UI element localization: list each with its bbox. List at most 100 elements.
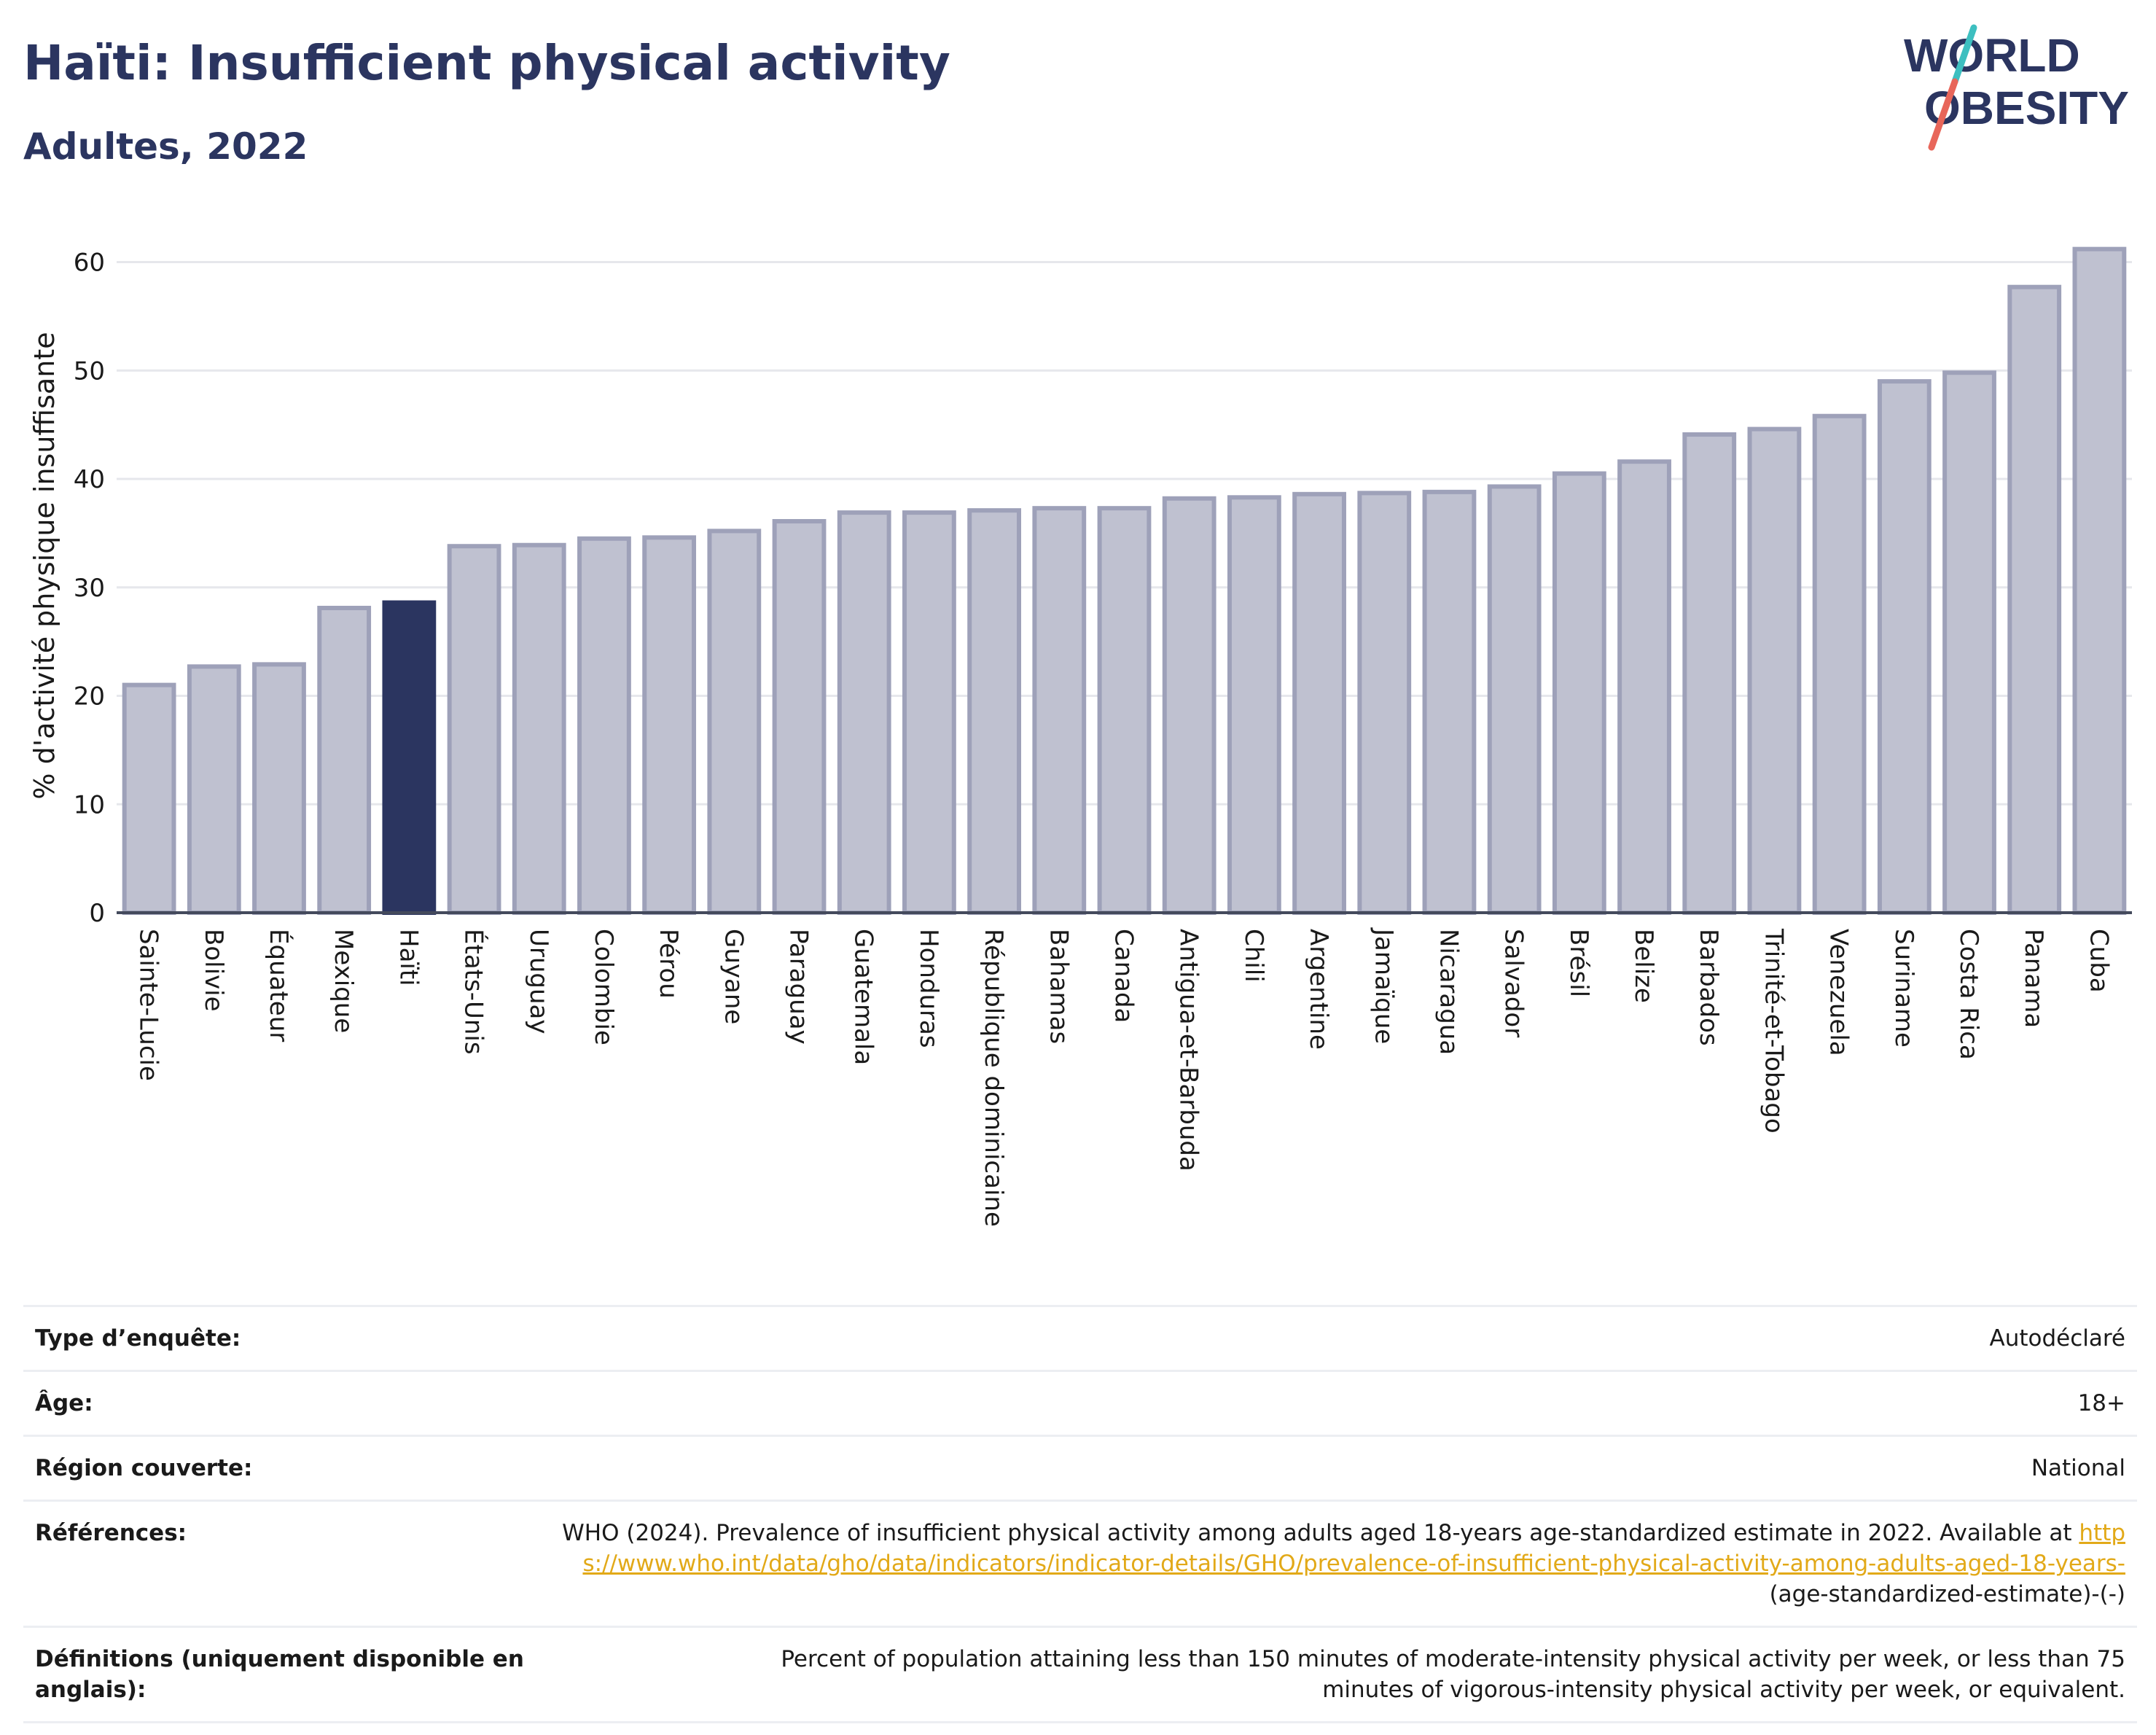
meta-row-region: Région couverte: National [23,1435,2137,1500]
meta-label: Définitions (uniquement disponible en an… [35,1646,524,1703]
meta-value: 18+ [2077,1390,2125,1416]
bar--tats-unis [447,544,501,915]
x-tick-label: Bolivie [199,929,228,1012]
logo-text-obesity: OBESITY [1924,82,2129,134]
x-tick-label: Bahamas [1044,929,1073,1044]
x-tick-label: Antigua-et-Barbuda [1174,929,1203,1171]
x-axis: Sainte-Lucie Bolivie Équateur Mexique Haïti É… [117,911,2132,1227]
bar-antigua-et-barbuda [1162,496,1216,915]
bar-suriname [1877,379,1932,915]
x-tick-label: Paraguay [784,929,813,1045]
reference-suffix: (age-standardized-estimate)-(-) [1769,1581,2125,1607]
bar-p-rou [642,535,697,915]
bar-r-publique-dominicaine [967,508,1022,915]
x-tick-label: Sainte-Lucie [134,929,163,1081]
y-tick-label: 50 [74,356,105,386]
bar-salvador [1487,484,1542,915]
meta-row-definitions: Définitions (uniquement disponible en an… [23,1626,2137,1723]
logo-slash-teal [1951,24,1977,85]
x-tick-label: Chili [1239,929,1268,983]
meta-row-age: Âge: 18+ [23,1370,2137,1435]
bars [122,246,2127,916]
bar--quateur [252,662,306,915]
chart-subtitle: Adultes, 2022 [23,125,308,168]
meta-value-references: WHO (2024). Prevalence of insufficient p… [558,1518,2125,1610]
x-tick-label: Uruguay [524,929,553,1034]
bar-jama-que [1357,491,1412,915]
bar-mexique [317,606,372,915]
y-tick-label: 20 [74,682,105,711]
logo-text-world: WORLD [1904,29,2080,82]
y-axis: 0 10 20 30 40 50 60 % d'activité physique insuf… [28,249,105,929]
bar-paraguay [772,519,827,915]
meta-label: Type d’enquête: [35,1325,241,1352]
x-tick-label: Nicaragua [1434,929,1463,1055]
bar-br-sil [1552,471,1606,915]
x-tick-label: Mexique [329,929,358,1033]
bar-bolivie [187,664,241,916]
meta-row-references: Références: WHO (2024). Prevalence of in… [23,1500,2137,1626]
x-tick-label: Suriname [1889,929,1918,1048]
metadata-table: Type d’enquête: Autodéclaré Âge: 18+ Rég… [23,1305,2137,1723]
x-tick-label: Honduras [914,929,943,1048]
bar-argentine [1292,491,1346,915]
y-tick-label: 40 [74,465,105,494]
bar-canada [1097,506,1152,915]
x-tick-label: Canada [1109,929,1138,1023]
x-tick-label: Haïti [394,929,423,986]
bar-cuba [2072,246,2127,915]
reference-link[interactable]: https://www.who.int/data/gho/data/indica… [582,1520,2125,1577]
bar-chart: 0 10 20 30 40 50 60 % d'activité physique insuf… [28,246,2132,1227]
x-tick-label: Barbados [1694,929,1723,1046]
x-tick-label: République dominicaine [979,929,1008,1227]
bar-trinit-et-tobago [1747,426,1802,915]
bar-ha-ti [382,600,437,915]
x-tick-label: Panama [2019,929,2048,1028]
bar-belize [1617,459,1671,915]
bar-barbados [1682,432,1737,915]
bar-chili [1227,495,1281,915]
x-tick-label: Trinité-et-Tobago [1759,928,1788,1134]
meta-value: National [2031,1455,2125,1481]
bar-uruguay [512,542,566,915]
y-tick-label: 60 [74,249,105,278]
x-tick-label: Équateur [264,929,294,1042]
x-tick-label: Jamaïque [1369,927,1398,1044]
y-tick-label: 0 [89,899,105,928]
bar-venezuela [1812,413,1867,915]
y-axis-label: % d'activité physique insuffisante [28,332,60,799]
bar-bahamas [1032,506,1087,915]
x-tick-label: Guatemala [849,929,878,1065]
x-tick-label: Colombie [589,929,618,1045]
x-tick-label: Pérou [654,929,683,999]
x-tick-label: Belize [1629,929,1658,1003]
x-tick-label: Costa Rica [1954,929,1983,1060]
chart-title: Haïti: Insufficient physical activity [23,35,950,91]
bar-panama [2007,284,2062,915]
meta-row-survey-type: Type d’enquête: Autodéclaré [23,1305,2137,1370]
y-tick-label: 10 [74,790,105,819]
logo-slash-coral [1928,78,1958,151]
x-tick-label: États-Unis [459,929,489,1055]
meta-value: Autodéclaré [1989,1325,2125,1352]
x-tick-label: Cuba [2084,929,2113,993]
bar-sainte-lucie [122,682,176,915]
meta-label: Références: [35,1520,187,1546]
x-tick-label: Brésil [1564,929,1593,997]
bar-colombie [577,536,631,915]
bar-guyane [707,529,762,915]
meta-label: Région couverte: [35,1455,253,1481]
bar-honduras [902,510,956,915]
x-tick-label: Venezuela [1824,929,1854,1056]
x-tick-label: Guyane [719,929,748,1024]
y-tick-label: 30 [74,574,105,603]
world-obesity-logo: WORLD OBESITY [1904,24,2129,151]
x-tick-label: Argentine [1304,929,1333,1050]
meta-label: Âge: [35,1390,93,1416]
x-tick-label: Salvador [1499,929,1528,1037]
meta-value: Percent of population attaining less tha… [781,1646,2125,1703]
bar-nicaragua [1422,489,1477,915]
bar-guatemala [837,510,891,915]
reference-text: WHO (2024). Prevalence of insufficient p… [562,1520,2072,1546]
bar-costa-rica [1942,370,1996,916]
